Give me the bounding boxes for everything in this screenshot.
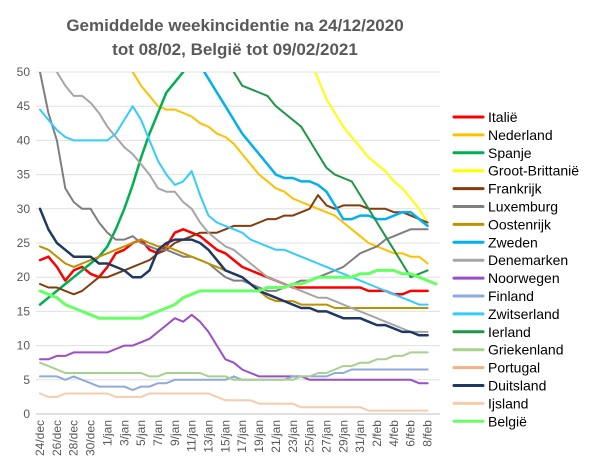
y-tick-label: 5 <box>23 373 30 387</box>
legend-label-14: Portugal <box>488 360 540 376</box>
series-line-8 <box>55 72 429 333</box>
x-tick-label: 9/jan <box>168 420 182 446</box>
x-tick-label: 21/jan <box>269 420 283 453</box>
series-line-12 <box>232 72 429 279</box>
chart-title-line-2: tot 08/02, België tot 09/02/2021 <box>112 40 358 59</box>
legend-label-17: België <box>488 413 527 429</box>
y-tick-label: 25 <box>17 236 31 250</box>
x-tick-label: 7/jan <box>151 420 165 446</box>
x-tick-label: 15/jan <box>218 420 232 453</box>
legend-label-4: Frankrijk <box>488 181 543 197</box>
series-line-11 <box>39 105 429 306</box>
legend-label-9: Noorwegen <box>488 270 560 286</box>
legend-label-1: Nederland <box>488 127 553 143</box>
x-tick-label: 11/jan <box>185 420 199 452</box>
x-tick-label: 27/jan <box>319 420 333 453</box>
series-line-9 <box>39 313 429 385</box>
x-tick-label: 6/feb <box>404 420 418 447</box>
legend-label-12: Ierland <box>488 324 531 340</box>
x-tick-label: 4/feb <box>387 420 401 447</box>
x-tick-label: 2/feb <box>370 420 384 447</box>
y-tick-label: 0 <box>23 407 30 421</box>
y-tick-label: 10 <box>17 339 31 353</box>
legend-label-16: Ijsland <box>488 395 528 411</box>
legend-label-8: Denemarken <box>488 252 568 268</box>
gridlines <box>36 71 440 415</box>
x-tick-label: 31/jan <box>353 420 367 453</box>
series-line-16 <box>39 392 429 412</box>
series-line-2 <box>38 72 185 306</box>
x-tick-label: 8/feb <box>421 420 435 447</box>
x-tick-label: 1/jan <box>100 420 114 446</box>
chart-title-line-1: Gemiddelde weekincidentie na 24/12/2020 <box>66 16 404 35</box>
x-tick-label: 29/jan <box>336 420 350 453</box>
y-tick-label: 45 <box>17 99 31 113</box>
x-tick-label: 19/jan <box>252 420 266 453</box>
series-lines <box>38 72 438 412</box>
legend: Italië Nederland Spanje Groot-Brittanië Fran… <box>452 109 579 429</box>
legend-label-7: Zweden <box>488 234 538 250</box>
series-line-5 <box>39 72 429 292</box>
series-line-17 <box>38 268 438 320</box>
series-line-0 <box>38 228 429 296</box>
series-line-15 <box>38 207 429 337</box>
x-tick-label: 28/dec <box>67 420 81 456</box>
x-tick-label: 24/dec <box>33 420 47 456</box>
legend-label-3: Groot-Brittanië <box>488 163 579 179</box>
legend-label-2: Spanje <box>488 145 532 161</box>
legend-label-0: Italië <box>488 109 518 125</box>
x-tick-label: 30/dec <box>84 420 98 456</box>
legend-label-13: Griekenland <box>488 342 564 358</box>
legend-label-5: Luxemburg <box>488 199 558 215</box>
x-tick-label: 5/jan <box>134 420 148 446</box>
x-tick-label: 13/jan <box>202 420 216 453</box>
y-tick-label: 35 <box>17 168 31 182</box>
legend-label-11: Zwitserland <box>488 306 560 322</box>
y-tick-label: 15 <box>17 304 31 318</box>
x-tick-label: 25/jan <box>303 420 317 453</box>
series-line-4 <box>39 194 429 296</box>
y-tick-label: 50 <box>17 65 31 79</box>
legend-label-6: Oostenrijk <box>488 216 552 232</box>
y-tick-label: 20 <box>17 270 31 284</box>
x-axis: 24/dec 26/dec 28/dec 30/dec 1/jan 3/jan 5/jan 7… <box>33 420 435 456</box>
legend-label-10: Finland <box>488 288 534 304</box>
x-tick-label: 26/dec <box>50 420 64 456</box>
chart-title: Gemiddelde weekincidentie na 24/12/2020 … <box>20 14 450 62</box>
y-tick-label: 30 <box>17 202 31 216</box>
series-line-7 <box>202 72 429 228</box>
series-line-10 <box>39 368 429 392</box>
y-axis: 0 5 10 15 20 25 30 35 40 45 50 <box>17 65 31 421</box>
legend-label-15: Duitsland <box>488 378 546 394</box>
x-tick-label: 23/jan <box>286 420 300 453</box>
y-tick-label: 40 <box>17 133 31 147</box>
x-tick-label: 3/jan <box>117 420 131 446</box>
series-line-3 <box>314 72 429 224</box>
x-tick-label: 17/jan <box>235 420 249 453</box>
series-line-13 <box>39 351 429 381</box>
